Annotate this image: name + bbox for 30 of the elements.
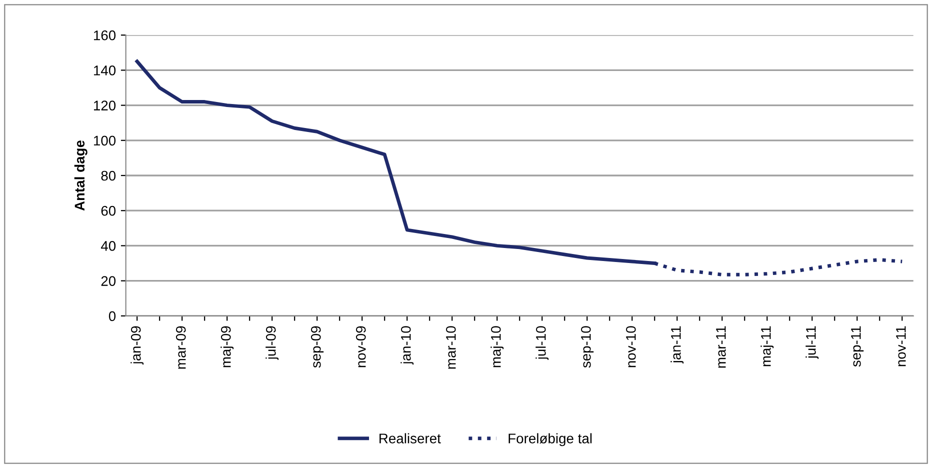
x-tick-label: jan-09	[130, 326, 144, 365]
x-tick-label: nov-10	[626, 326, 636, 368]
legend-label: Foreløbige tal	[508, 433, 592, 446]
x-tick-label: maj-10	[490, 326, 504, 368]
x-tick-label: jul-09	[266, 326, 279, 360]
y-tick-label: 60	[101, 206, 116, 216]
y-tick-label: 140	[94, 66, 116, 76]
y-tick-label: 20	[101, 276, 116, 286]
x-tick-label: jul-10	[536, 326, 549, 360]
x-tick-label: mar-09	[176, 326, 186, 369]
y-tick-label: 120	[94, 100, 116, 110]
x-tick-label: maj-11	[760, 326, 774, 366]
x-tick-label: mar-10	[446, 326, 456, 369]
x-tick-label: sep-09	[310, 326, 324, 368]
y-tick-label: 160	[94, 30, 116, 40]
x-tick-label: jul-11	[806, 326, 819, 359]
x-tick-label: sep-10	[580, 326, 594, 368]
x-tick-label: nov-11	[896, 326, 906, 366]
x-tick-label: jan-11	[670, 326, 684, 364]
x-tick-label: sep-11	[851, 326, 864, 367]
y-tick-label: 80	[101, 170, 116, 181]
x-tick-label: maj-09	[220, 326, 234, 368]
x-tick-label: mar-11	[716, 326, 726, 368]
x-tick-label: jan-10	[400, 326, 414, 365]
y-axis-title: Antal dage	[74, 140, 88, 211]
x-tick-label: nov-09	[356, 326, 366, 368]
y-tick-label: 0	[108, 311, 116, 322]
y-tick-label: 100	[94, 136, 116, 146]
y-tick-label: 40	[100, 241, 116, 251]
legend-label: Realiseret	[380, 433, 441, 444]
